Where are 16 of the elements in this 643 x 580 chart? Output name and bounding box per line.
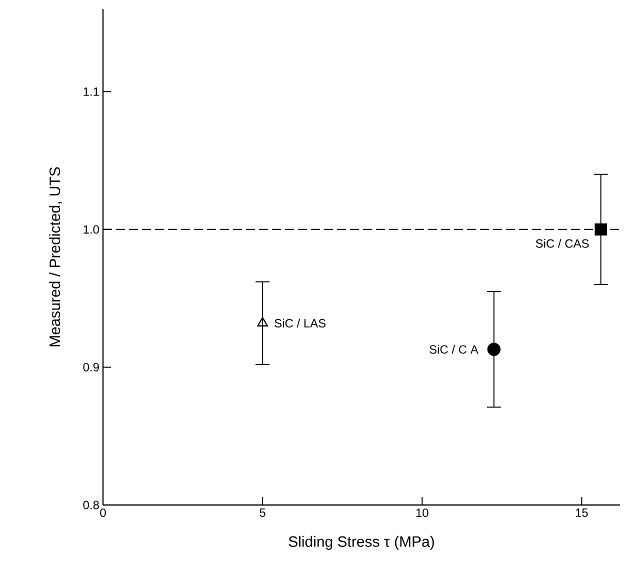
x-axis-title: Sliding Stress τ (MPa): [288, 536, 434, 550]
x-tick-label: 15: [576, 508, 588, 517]
x-tick-label: 5: [260, 508, 266, 517]
y-tick-label: 1.0: [84, 225, 100, 234]
x-tick-label: 0: [100, 508, 106, 518]
point: [594, 223, 607, 236]
y-tick-label: 0.8: [83, 500, 99, 510]
series-label: SiC / C A: [430, 344, 478, 354]
series-label: SiC / CAS: [536, 238, 589, 248]
point: [487, 342, 501, 356]
y-tick-label: 0.9: [83, 362, 99, 372]
point: [257, 317, 268, 326]
x-tick-label: 10: [416, 508, 428, 518]
y-tick-label: 1.1: [84, 88, 99, 96]
series-label: SiC / LAS: [274, 318, 326, 328]
y-axis-title: Measured / Predicted, UTS: [49, 167, 62, 346]
